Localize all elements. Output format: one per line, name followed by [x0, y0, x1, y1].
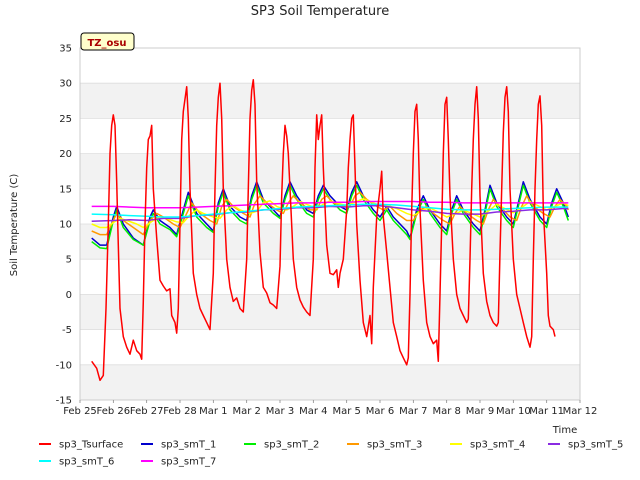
series-line-sp3-smT-5 — [91, 204, 569, 222]
y-tick-label: 35 — [59, 44, 72, 55]
y-tick-label: -5 — [62, 325, 72, 336]
x-tick-label: Mar 9 — [466, 406, 494, 417]
x-axis-ticks: Feb 25 Feb 26 Feb 27 Feb 28 Mar 1 Mar 2 Mar 3 M… — [63, 400, 597, 417]
x-tick-label: Feb 26 — [97, 406, 131, 417]
series-line-sp3-smT-7 — [91, 200, 569, 209]
background-band — [80, 48, 580, 84]
background-band — [80, 83, 580, 119]
series-line-sp3-Tsurface — [91, 78, 556, 382]
x-tick-label: Mar 11 — [529, 406, 564, 417]
y-tick-label: 30 — [59, 79, 72, 90]
x-tick-label: Feb 25 — [63, 406, 97, 417]
x-tick-label: Mar 8 — [432, 406, 460, 417]
y-tick-label: 0 — [66, 290, 72, 301]
background-band — [80, 329, 580, 365]
series-line-sp3-smT-2 — [91, 184, 570, 250]
y-tick-label: 20 — [59, 149, 72, 160]
x-tick-label: Mar 5 — [332, 406, 360, 417]
x-tick-label: Mar 4 — [299, 406, 327, 417]
legend-label: sp3_smT_3 — [367, 440, 422, 451]
y-tick-label: -10 — [56, 360, 72, 371]
x-axis-label: Time — [552, 425, 577, 436]
y-tick-label: 15 — [59, 184, 72, 195]
x-tick-label: Feb 28 — [163, 406, 197, 417]
background-band — [80, 118, 580, 154]
y-tick-label: 10 — [59, 220, 72, 231]
legend-label: sp3_smT_7 — [161, 457, 216, 468]
annotation-box: TZ_osu — [80, 32, 135, 51]
legend-label: sp3_smT_5 — [568, 440, 623, 451]
background-band — [80, 224, 580, 260]
x-tick-label: Mar 2 — [232, 406, 260, 417]
plot-frame — [79, 47, 581, 401]
y-tick-label: 5 — [66, 255, 72, 266]
legend-label: sp3_smT_2 — [264, 440, 319, 451]
background-band — [80, 294, 580, 330]
series-line-sp3-smT-6 — [91, 203, 569, 218]
legend-label: sp3_Tsurface — [59, 440, 123, 451]
x-tick-label: Mar 6 — [366, 406, 394, 417]
chart-title: SP3 Soil Temperature — [251, 4, 389, 19]
x-tick-label: Feb 27 — [130, 406, 164, 417]
x-tick-label: Mar 12 — [563, 406, 598, 417]
y-axis-ticks: -15 -10 -5 0 5 10 15 20 25 30 35 — [56, 44, 72, 407]
background-band — [80, 259, 580, 295]
background-band — [80, 153, 580, 189]
legend-label: sp3_smT_4 — [470, 440, 525, 451]
y-axis-label: Soil Temperature (C) — [9, 174, 20, 277]
y-tick-label: -15 — [56, 396, 72, 407]
x-tick-label: Mar 10 — [496, 406, 531, 417]
legend-label: sp3_smT_6 — [59, 457, 114, 468]
series-line-sp3-smT-1 — [91, 181, 570, 246]
y-tick-label: 25 — [59, 114, 72, 125]
background-band — [80, 364, 580, 400]
legend-label: sp3_smT_1 — [161, 440, 216, 451]
series-layer — [91, 78, 570, 382]
x-tick-label: Mar 7 — [399, 406, 427, 417]
x-tick-label: Mar 3 — [266, 406, 294, 417]
legend: sp3_Tsurface sp3_smT_1 sp3_smT_2 sp3_smT_3 s… — [39, 440, 623, 468]
annotation-label: TZ_osu — [87, 38, 126, 49]
x-tick-label: Mar 1 — [199, 406, 227, 417]
